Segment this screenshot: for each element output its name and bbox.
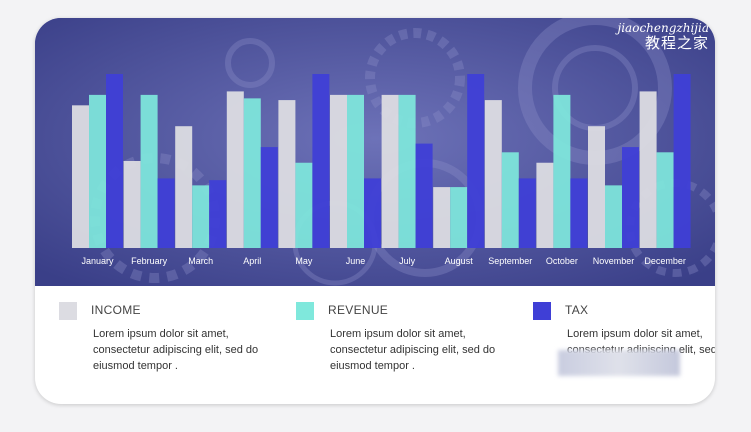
- bar-tax-november: [622, 147, 639, 248]
- watermark-name: 教程之家: [644, 34, 709, 53]
- bar-tax-may: [312, 74, 330, 248]
- legend-text-income: Lorem ipsum dolor sit amet, consectetur …: [93, 328, 259, 372]
- bar-income-october: [536, 162, 554, 248]
- x-tick-label-july: July: [399, 256, 416, 266]
- x-axis-labels: January February March April May June July Augu…: [81, 256, 685, 266]
- bar-tax-july: [415, 143, 433, 248]
- x-tick-label-june: June: [346, 256, 366, 266]
- x-tick-label-february: February: [131, 256, 168, 266]
- x-tick-label-march: March: [188, 256, 213, 266]
- bar-revenue-november: [605, 185, 622, 248]
- chart-panel: January February March April May June July Augu…: [35, 18, 715, 286]
- bar-income-november: [588, 126, 605, 248]
- bar-tax-august: [467, 74, 485, 248]
- legend-label-tax: TAX: [565, 303, 589, 317]
- bar-tax-march: [209, 180, 227, 248]
- watermark: jiaochengzhijia 教程之家: [617, 21, 710, 53]
- x-tick-label-october: October: [546, 256, 578, 266]
- blurred-overlay: [558, 350, 680, 376]
- bar-revenue-april: [243, 98, 261, 248]
- bar-revenue-august: [450, 187, 468, 248]
- bar-tax-june: [364, 178, 381, 248]
- bar-revenue-may: [295, 162, 313, 248]
- x-tick-label-september: September: [488, 256, 532, 266]
- x-tick-label-august: August: [445, 256, 474, 266]
- bar-income-february: [123, 161, 141, 248]
- bar-income-march: [175, 126, 193, 248]
- legend: INCOME Lorem ipsum dolor sit amet, conse…: [35, 286, 715, 404]
- bar-income-august: [433, 187, 451, 248]
- bar-tax-february: [157, 178, 175, 248]
- x-tick-label-november: November: [593, 256, 635, 266]
- bar-revenue-january: [89, 94, 106, 248]
- bars-group: [72, 74, 691, 249]
- infographic-card: January February March April May June July Augu…: [35, 18, 715, 404]
- bar-revenue-july: [398, 94, 416, 248]
- bar-revenue-september: [501, 152, 519, 248]
- bar-tax-september: [518, 178, 536, 248]
- x-tick-label-may: May: [295, 256, 313, 266]
- tax-swatch: [533, 302, 551, 320]
- bar-income-january: [72, 105, 89, 248]
- bar-income-april: [226, 91, 244, 249]
- bar-tax-january: [106, 74, 123, 248]
- bar-revenue-december: [656, 152, 674, 248]
- watermark-site: jiaochengzhijia: [617, 21, 710, 35]
- legend-text-revenue: Lorem ipsum dolor sit amet, consectetur …: [330, 328, 496, 372]
- x-tick-label-january: January: [81, 256, 114, 266]
- bar-income-september: [484, 100, 502, 248]
- legend-label-revenue: REVENUE: [328, 303, 389, 317]
- x-tick-label-april: April: [243, 256, 261, 266]
- bar-revenue-october: [553, 94, 571, 248]
- bar-revenue-february: [140, 94, 158, 248]
- bar-chart: January February March April May June July Augu…: [35, 18, 715, 286]
- bar-tax-december: [673, 74, 691, 248]
- bar-income-december: [639, 91, 657, 249]
- bar-tax-october: [570, 178, 588, 248]
- bar-income-may: [278, 100, 296, 248]
- bar-tax-april: [260, 147, 278, 248]
- bar-revenue-march: [192, 185, 210, 248]
- bar-income-july: [381, 94, 399, 248]
- legend-label-income: INCOME: [91, 303, 141, 317]
- bar-revenue-june: [347, 94, 364, 248]
- bar-income-june: [330, 94, 347, 248]
- income-swatch: [59, 302, 77, 320]
- x-tick-label-december: December: [644, 256, 686, 266]
- revenue-swatch: [296, 302, 314, 320]
